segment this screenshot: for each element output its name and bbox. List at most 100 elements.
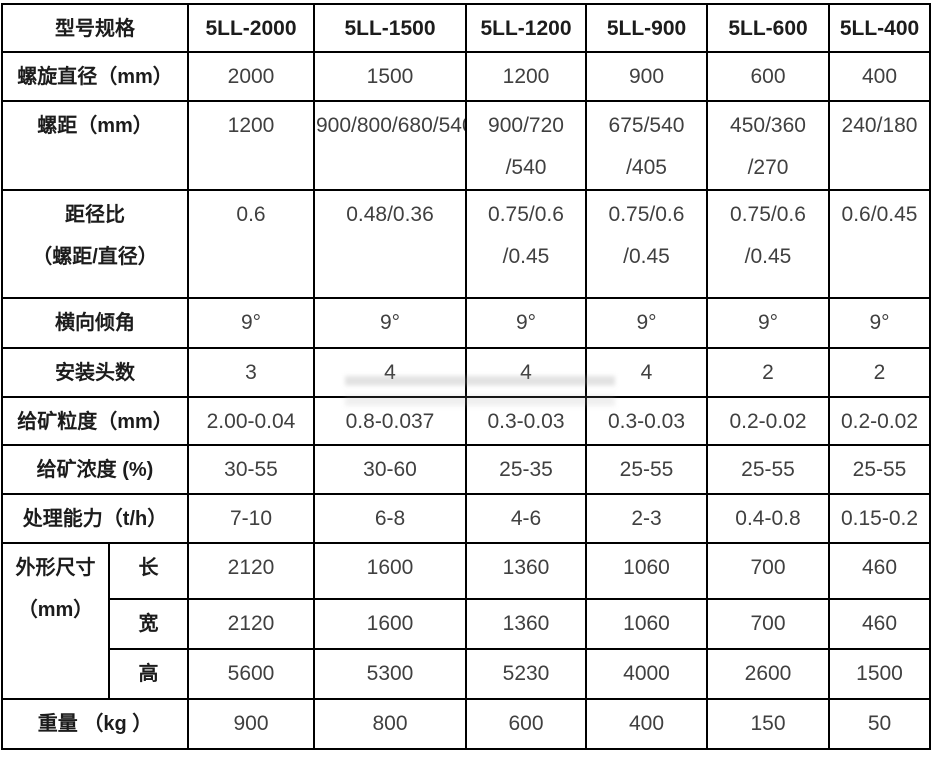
table-cell: 0.4-0.8 — [706, 493, 830, 544]
row-weight: 重量 （kg ） 900 800 600 400 150 50 — [1, 698, 931, 750]
table-cell: 7-10 — [187, 493, 315, 544]
row-label: 螺距（mm） — [1, 100, 189, 191]
table-cell: 9° — [313, 297, 467, 349]
table-cell: 0.48/0.36 — [313, 189, 467, 299]
table-cell: 900 — [585, 51, 708, 102]
table-cell: 675/540 /405 — [585, 100, 708, 191]
table-cell: 1060 — [585, 542, 708, 600]
table-cell: 2 — [706, 347, 830, 398]
table-cell: 900/800/680/540 — [313, 100, 467, 191]
row-label: 距径比 （螺距/直径） — [1, 189, 189, 299]
header-row: 型号规格 5LL-2000 5LL-1500 5LL-1200 5LL-900 … — [1, 3, 931, 53]
table-cell: 400 — [585, 698, 708, 750]
table-cell: 5300 — [313, 648, 467, 700]
table-cell: 6-8 — [313, 493, 467, 544]
sub-row-label: 高 — [108, 648, 189, 700]
table-cell: 900/720 /540 — [465, 100, 587, 191]
spec-table: 型号规格 5LL-2000 5LL-1500 5LL-1200 5LL-900 … — [1, 3, 931, 750]
table-cell: 0.3-0.03 — [465, 396, 587, 446]
table-cell: 2120 — [187, 542, 315, 600]
table-cell: 1200 — [187, 100, 315, 191]
model-header: 5LL-400 — [828, 3, 931, 53]
row-label: 螺旋直径（mm） — [1, 51, 189, 102]
table-cell: 1600 — [313, 598, 467, 650]
table-cell: 25-55 — [828, 444, 931, 495]
table-cell: 2-3 — [585, 493, 708, 544]
table-cell: 460 — [828, 598, 931, 650]
table-cell: 1360 — [465, 598, 587, 650]
table-cell: 0.3-0.03 — [585, 396, 708, 446]
table-cell: 700 — [706, 598, 830, 650]
model-header: 5LL-900 — [585, 3, 708, 53]
table-cell: 1060 — [585, 598, 708, 650]
sub-row-label: 长 — [108, 542, 189, 600]
row-dimension-length: 外形尺寸 （mm） 长 2120 1600 1360 1060 700 460 — [1, 542, 931, 700]
table-cell: 9° — [465, 297, 587, 349]
table-cell: 4 — [465, 347, 587, 398]
sub-row-label: 宽 — [108, 598, 189, 650]
table-cell: 9° — [706, 297, 830, 349]
row-label: 给矿粒度（mm） — [1, 396, 189, 446]
table-cell: 5230 — [465, 648, 587, 700]
row-feed-size: 给矿粒度（mm） 2.00-0.04 0.8-0.037 0.3-0.03 0.… — [1, 396, 931, 446]
table-cell: 3 — [187, 347, 315, 398]
table-cell: 4-6 — [465, 493, 587, 544]
row-capacity: 处理能力（t/h） 7-10 6-8 4-6 2-3 0.4-0.8 0.15-… — [1, 493, 931, 544]
row-label: 处理能力（t/h） — [1, 493, 189, 544]
header-label: 型号规格 — [1, 3, 189, 53]
table-cell: 0.15-0.2 — [828, 493, 931, 544]
table-cell: 460 — [828, 542, 931, 600]
table-cell: 400 — [828, 51, 931, 102]
table-cell: 0.2-0.02 — [706, 396, 830, 446]
table-cell: 0.75/0.6 /0.45 — [585, 189, 708, 299]
table-cell: 2000 — [187, 51, 315, 102]
table-cell: 2600 — [706, 648, 830, 700]
row-label: 横向倾角 — [1, 297, 189, 349]
table-cell: 0.6 — [187, 189, 315, 299]
table-cell: 800 — [313, 698, 467, 750]
table-cell: 25-35 — [465, 444, 587, 495]
table-cell: 0.2-0.02 — [828, 396, 931, 446]
table-cell: 700 — [706, 542, 830, 600]
table-cell: 240/180 — [828, 100, 931, 191]
row-screw-diameter: 螺旋直径（mm） 2000 1500 1200 900 600 400 — [1, 51, 931, 102]
table-cell: 2120 — [187, 598, 315, 650]
model-header: 5LL-1200 — [465, 3, 587, 53]
table-cell: 4 — [313, 347, 467, 398]
model-header: 5LL-1500 — [313, 3, 467, 53]
table-cell: 1200 — [465, 51, 587, 102]
table-cell: 0.75/0.6 /0.45 — [706, 189, 830, 299]
row-label: 给矿浓度 (%) — [1, 444, 189, 495]
dimensions-label: 外形尺寸 （mm） — [1, 542, 110, 700]
row-head-count: 安装头数 3 4 4 4 2 2 — [1, 347, 931, 398]
table-cell: 0.8-0.037 — [313, 396, 467, 446]
table-cell: 150 — [706, 698, 830, 750]
row-dimension-height: 高 5600 5300 5230 4000 2600 1500 — [2, 648, 931, 700]
table-cell: 4 — [585, 347, 708, 398]
table-cell: 2 — [828, 347, 931, 398]
row-dimension-width: 宽 2120 1600 1360 1060 700 460 — [2, 598, 931, 650]
table-cell: 450/360 /270 — [706, 100, 830, 191]
table-cell: 1500 — [313, 51, 467, 102]
table-cell: 1500 — [828, 648, 931, 700]
table-cell: 1360 — [465, 542, 587, 600]
table-cell: 4000 — [585, 648, 708, 700]
row-transverse-angle: 横向倾角 9° 9° 9° 9° 9° 9° — [1, 297, 931, 349]
table-cell: 25-55 — [706, 444, 830, 495]
table-cell: 9° — [828, 297, 931, 349]
table-cell: 600 — [465, 698, 587, 750]
table-cell: 30-60 — [313, 444, 467, 495]
table-cell: 9° — [585, 297, 708, 349]
model-header: 5LL-600 — [706, 3, 830, 53]
model-header: 5LL-2000 — [187, 3, 315, 53]
table-cell: 0.75/0.6 /0.45 — [465, 189, 587, 299]
row-pitch: 螺距（mm） 1200 900/800/680/540 900/720 /540… — [1, 100, 931, 191]
row-pitch-diameter-ratio: 距径比 （螺距/直径） 0.6 0.48/0.36 0.75/0.6 /0.45… — [1, 189, 931, 299]
row-label: 重量 （kg ） — [1, 698, 189, 750]
table-cell: 2.00-0.04 — [187, 396, 315, 446]
table-cell: 25-55 — [585, 444, 708, 495]
table-cell: 900 — [187, 698, 315, 750]
table-cell: 50 — [828, 698, 931, 750]
table-cell: 30-55 — [187, 444, 315, 495]
